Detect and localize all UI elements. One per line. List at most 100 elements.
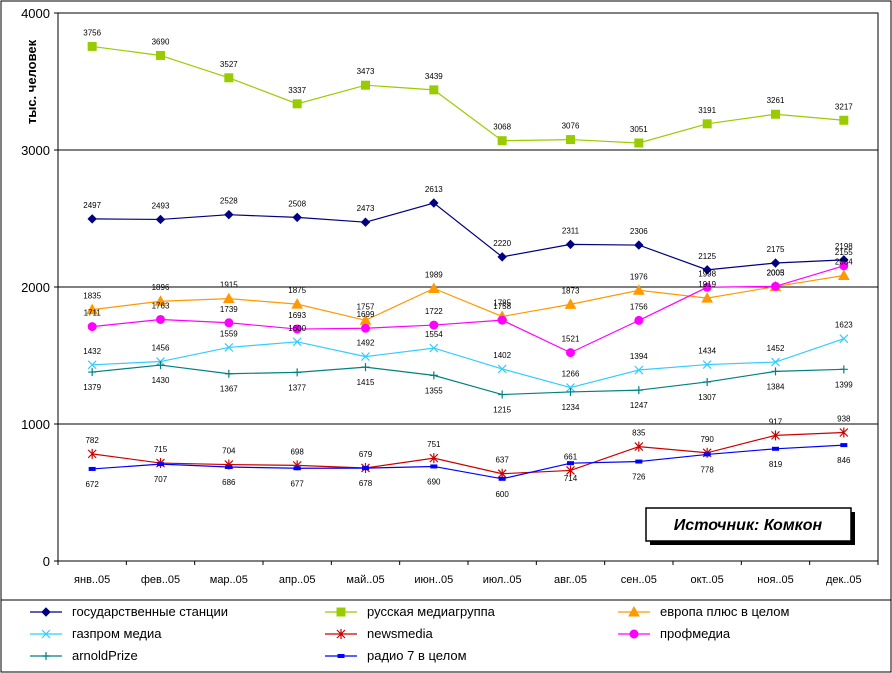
data-label: 2613 xyxy=(425,185,443,194)
data-label: 672 xyxy=(85,480,99,489)
source-text: Источник: Комкон xyxy=(674,517,823,534)
data-point xyxy=(224,73,234,83)
legend-label: русская медиагруппа xyxy=(367,604,496,619)
data-label: 1875 xyxy=(288,286,306,295)
data-label: 1234 xyxy=(562,403,580,412)
data-label: 1247 xyxy=(630,401,648,410)
series-2 xyxy=(87,41,849,148)
data-point xyxy=(771,281,780,291)
data-point xyxy=(429,453,439,464)
data-point xyxy=(498,390,507,399)
data-point xyxy=(293,368,302,377)
data-label: 751 xyxy=(427,440,441,449)
data-point xyxy=(771,357,780,367)
legend-swatch-marker xyxy=(42,652,50,660)
data-label: 2175 xyxy=(767,245,785,254)
data-point xyxy=(634,365,644,375)
data-point xyxy=(429,320,439,330)
legend-label: профмедиа xyxy=(660,626,731,641)
data-point xyxy=(157,462,164,467)
data-label: 846 xyxy=(837,456,851,465)
data-point xyxy=(293,466,301,471)
data-point xyxy=(634,441,644,452)
data-point xyxy=(156,361,165,370)
data-label: 782 xyxy=(85,436,99,445)
data-label: 778 xyxy=(700,465,714,474)
data-point xyxy=(770,258,781,268)
legend-swatch-marker xyxy=(41,607,51,617)
y-tick-label: 3000 xyxy=(21,143,50,158)
data-label: 1399 xyxy=(835,380,853,389)
data-point xyxy=(87,214,97,224)
legend-label: государственные станции xyxy=(72,604,228,619)
data-point xyxy=(429,198,439,208)
data-point xyxy=(566,387,575,396)
data-label: 3690 xyxy=(152,37,170,46)
data-label: 1976 xyxy=(630,272,648,281)
legend-swatch-marker xyxy=(337,654,345,658)
data-label: 1452 xyxy=(767,344,785,353)
data-point xyxy=(634,240,644,250)
source-box xyxy=(645,507,852,542)
data-label: 2003 xyxy=(767,269,785,278)
data-label: 2220 xyxy=(493,239,511,248)
data-point xyxy=(702,265,712,275)
data-label: 3261 xyxy=(767,96,785,105)
x-tick-label: авг..05 xyxy=(554,574,587,586)
data-point xyxy=(360,217,371,227)
data-label: 819 xyxy=(769,460,783,469)
series-4 xyxy=(87,334,849,392)
data-label: 2311 xyxy=(562,226,580,235)
legend-swatch-marker xyxy=(336,629,346,639)
series-line xyxy=(92,265,845,354)
series-line xyxy=(92,45,844,144)
data-label: 661 xyxy=(564,452,578,461)
x-tick-label: май..05 xyxy=(346,574,384,586)
data-point xyxy=(156,50,165,60)
data-label: 1492 xyxy=(357,339,375,348)
legend-item: европа плюс в целом xyxy=(618,604,790,619)
data-point xyxy=(566,135,575,145)
data-label: 1307 xyxy=(698,393,716,402)
data-label: 1384 xyxy=(767,382,785,391)
data-label: 1835 xyxy=(83,292,101,301)
data-point xyxy=(771,430,780,441)
data-point xyxy=(292,212,302,223)
data-label: 1415 xyxy=(357,378,375,387)
data-label: 715 xyxy=(154,445,168,454)
data-point xyxy=(634,386,643,395)
data-label: 686 xyxy=(222,478,236,487)
series-line xyxy=(92,274,844,321)
series-line xyxy=(92,202,844,271)
data-label: 1873 xyxy=(562,286,580,295)
data-point xyxy=(702,119,712,129)
data-label: 3337 xyxy=(288,86,306,95)
data-point xyxy=(632,284,645,295)
data-label: 677 xyxy=(290,479,304,488)
x-tick-label: сен..05 xyxy=(621,574,657,586)
data-label: 3217 xyxy=(835,102,853,111)
data-point xyxy=(701,292,714,303)
data-point xyxy=(87,448,97,459)
data-label: 1915 xyxy=(220,281,238,290)
data-label: 679 xyxy=(359,450,373,459)
data-label: 790 xyxy=(700,435,714,444)
legend-item: русская медиагруппа xyxy=(325,604,496,619)
x-tick-label: апр..05 xyxy=(279,574,316,586)
data-point xyxy=(839,365,848,374)
data-label: 1521 xyxy=(562,335,580,344)
data-label: 1756 xyxy=(630,302,648,311)
data-label: 3191 xyxy=(698,106,716,115)
x-tick-label: мар..05 xyxy=(210,574,248,586)
data-point xyxy=(497,252,507,262)
data-point xyxy=(88,466,96,471)
data-label: 1989 xyxy=(425,271,443,280)
data-point xyxy=(635,459,643,464)
data-point xyxy=(154,295,167,306)
data-label: 3068 xyxy=(493,123,511,132)
x-axis: янв..05 фев..05 мар..05 апр..05 май..05 июн..… xyxy=(57,561,879,586)
data-label: 2508 xyxy=(288,199,306,208)
legend-item: arnoldPrize xyxy=(30,648,138,663)
